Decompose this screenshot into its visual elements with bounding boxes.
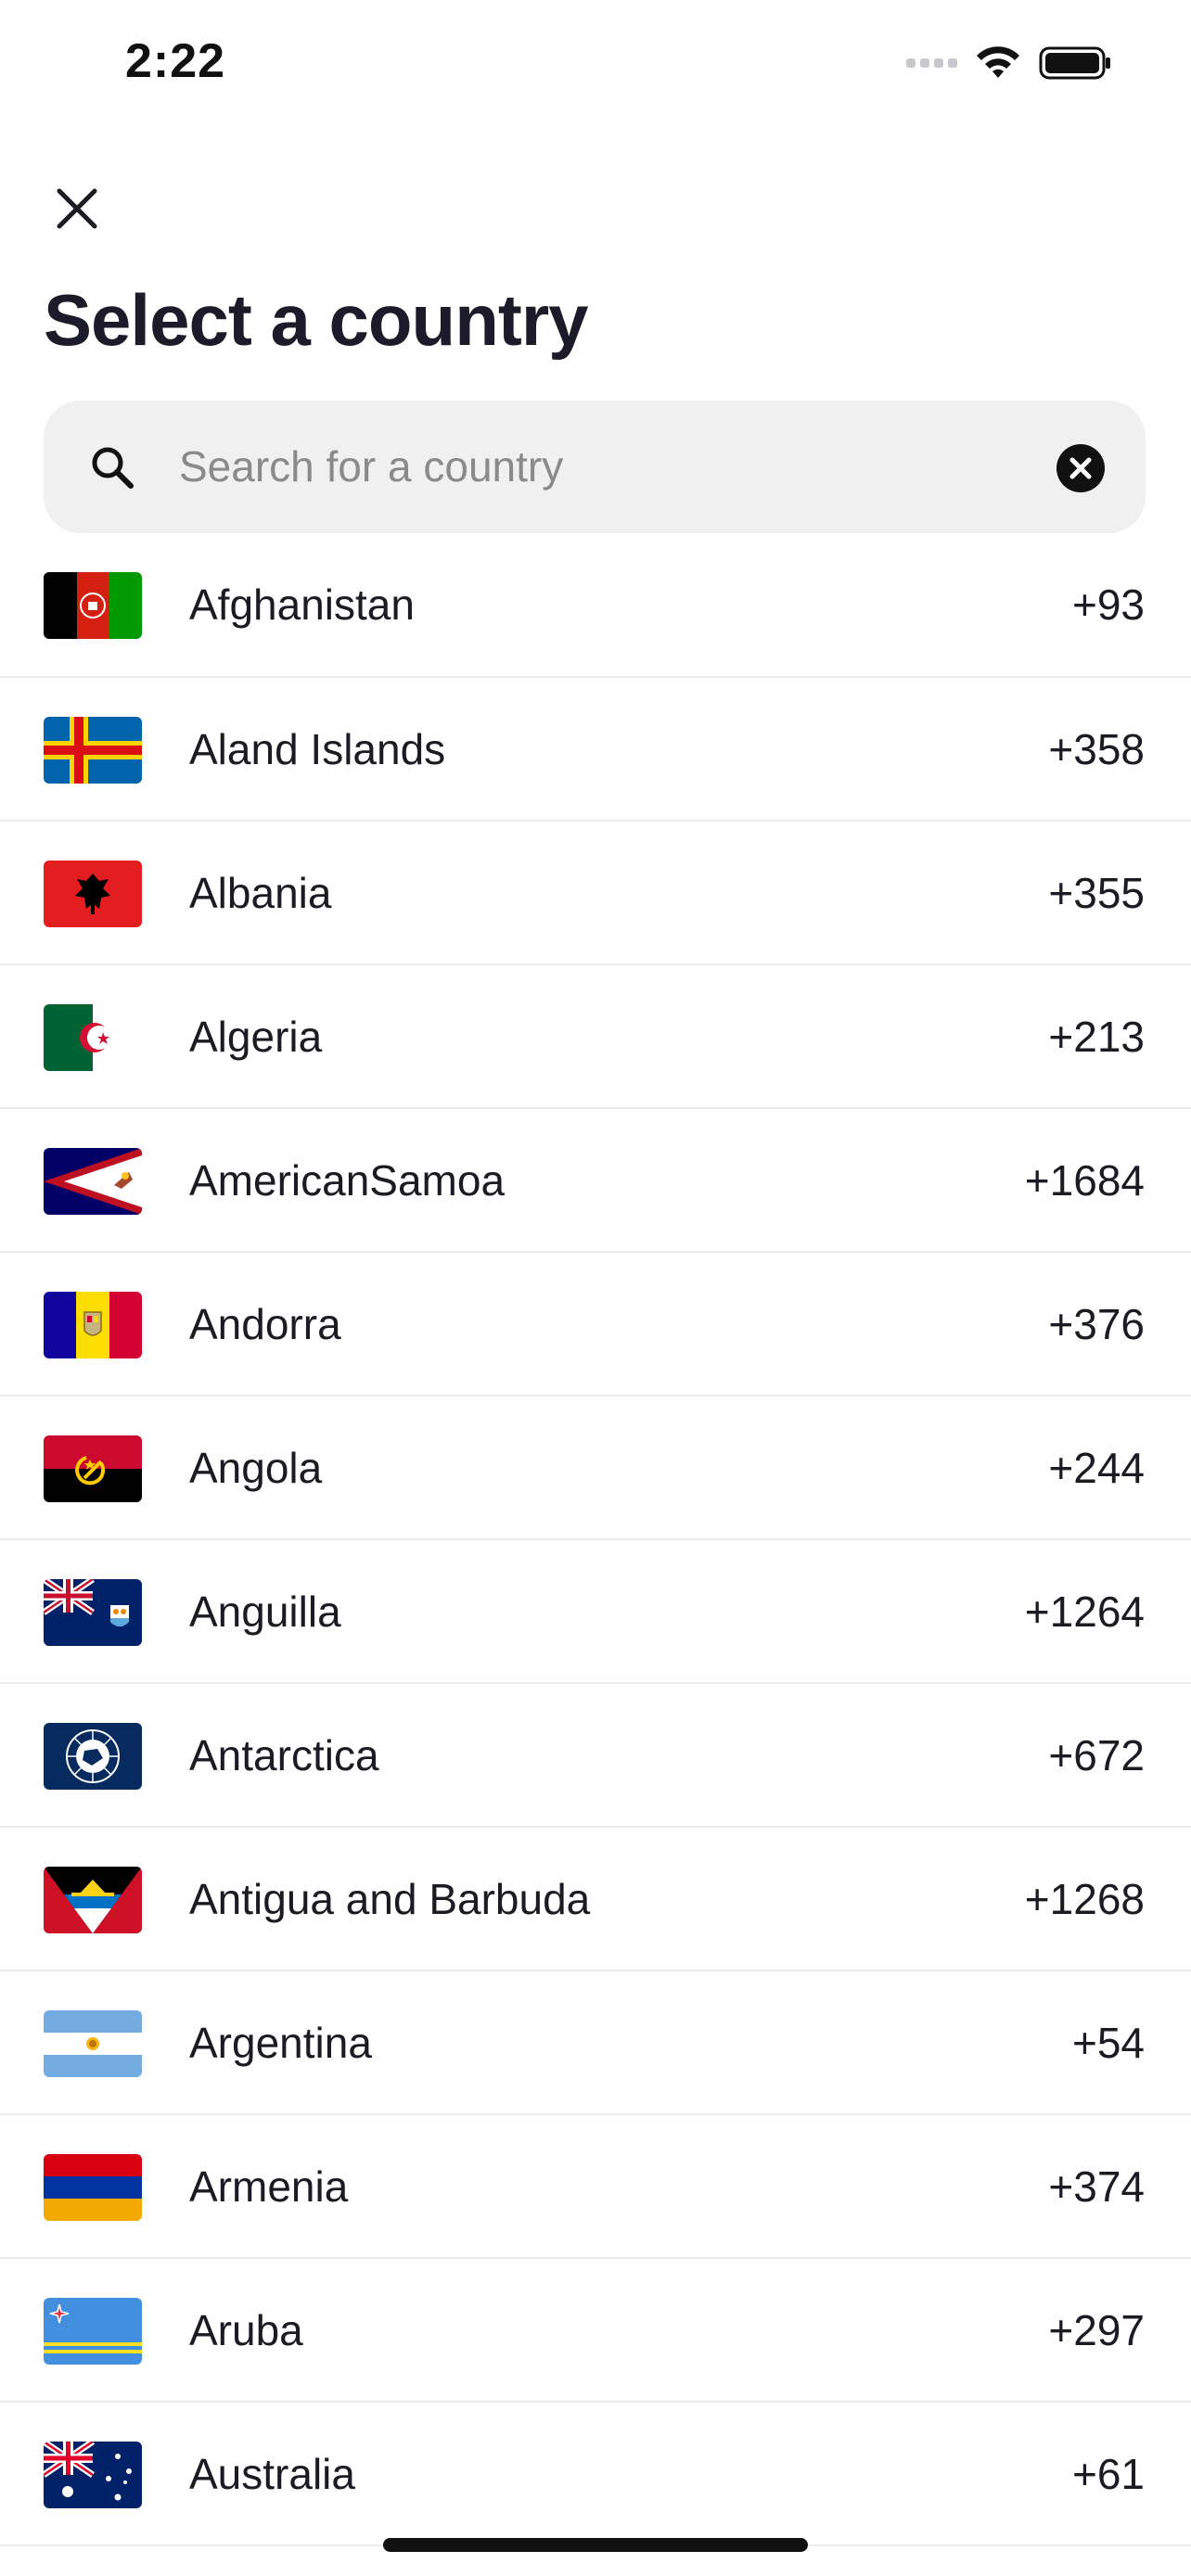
andorra-flag-icon: [44, 1292, 142, 1358]
country-row-argentina[interactable]: Argentina +54: [0, 1971, 1191, 2115]
country-row-aruba[interactable]: Aruba +297: [0, 2259, 1191, 2403]
armenia-flag-icon: [44, 2154, 142, 2221]
aland-islands-flag-icon: [44, 717, 142, 784]
search-icon: [92, 447, 134, 489]
page-title: Select a country: [44, 279, 589, 361]
dial-code: +374: [1048, 2162, 1145, 2211]
country-name: Anguilla: [189, 1588, 341, 1636]
country-row-anguilla[interactable]: Anguilla +1264: [0, 1540, 1191, 1684]
argentina-flag-icon: [44, 2010, 142, 2077]
country-row-antarctica[interactable]: Antarctica +672: [0, 1684, 1191, 1828]
close-button[interactable]: [46, 178, 108, 239]
country-name: Armenia: [189, 2162, 349, 2211]
country-row-aland-islands[interactable]: Aland Islands +358: [0, 678, 1191, 822]
search-box[interactable]: [44, 401, 1146, 533]
aruba-flag-icon: [44, 2298, 142, 2365]
antigua-and-barbuda-flag-icon: [44, 1867, 142, 1933]
american-samoa-flag-icon: [44, 1148, 142, 1215]
wifi-icon: [977, 46, 1019, 78]
country-name: Albania: [189, 869, 332, 917]
dial-code: +297: [1048, 2306, 1145, 2354]
country-name: Afghanistan: [189, 580, 415, 629]
home-indicator[interactable]: [383, 2538, 808, 2552]
signal-icon: [906, 58, 957, 68]
country-name: Algeria: [189, 1013, 323, 1061]
country-name: Australia: [189, 2450, 355, 2498]
status-icons: [906, 45, 1113, 82]
country-name: Antigua and Barbuda: [189, 1875, 591, 1923]
country-row-afghanistan[interactable]: Afghanistan +93: [0, 533, 1191, 678]
dial-code: +1268: [1024, 1875, 1145, 1923]
antarctica-flag-icon: [44, 1723, 142, 1790]
algeria-flag-icon: [44, 1004, 142, 1071]
status-time: 2:22: [125, 34, 226, 88]
dial-code: +54: [1071, 2019, 1145, 2067]
australia-flag-icon: [44, 2442, 142, 2508]
dial-code: +213: [1048, 1013, 1145, 1061]
country-list: Afghanistan +93 Aland Islands +358 Alban…: [0, 533, 1191, 2546]
dial-code: +376: [1048, 1300, 1145, 1348]
country-row-american-samoa[interactable]: AmericanSamoa +1684: [0, 1109, 1191, 1253]
country-row-algeria[interactable]: Algeria +213: [0, 965, 1191, 1109]
country-name: Angola: [189, 1444, 323, 1492]
country-name: AmericanSamoa: [189, 1156, 506, 1205]
country-name: Argentina: [189, 2019, 372, 2067]
anguilla-flag-icon: [44, 1579, 142, 1646]
dial-code: +1684: [1024, 1156, 1145, 1205]
dial-code: +672: [1048, 1731, 1145, 1779]
country-name: Andorra: [189, 1300, 341, 1348]
country-name: Aruba: [189, 2306, 303, 2354]
dial-code: +61: [1071, 2450, 1145, 2498]
country-row-australia[interactable]: Australia +61: [0, 2403, 1191, 2546]
albania-flag-icon: [44, 861, 142, 927]
battery-icon: [1039, 46, 1110, 80]
search-input[interactable]: [177, 428, 1053, 504]
country-row-albania[interactable]: Albania +355: [0, 822, 1191, 965]
angola-flag-icon: [44, 1435, 142, 1502]
clear-icon[interactable]: [1056, 443, 1106, 493]
afghanistan-flag-icon: [44, 572, 142, 639]
dial-code: +358: [1048, 725, 1145, 773]
close-icon: [57, 188, 97, 229]
country-name: Aland Islands: [189, 725, 446, 773]
country-row-antigua-and-barbuda[interactable]: Antigua and Barbuda +1268: [0, 1828, 1191, 1971]
dial-code: +93: [1071, 580, 1145, 629]
country-row-andorra[interactable]: Andorra +376: [0, 1253, 1191, 1396]
dial-code: +244: [1048, 1444, 1145, 1492]
country-row-armenia[interactable]: Armenia +374: [0, 2115, 1191, 2259]
country-row-angola[interactable]: Angola +244: [0, 1396, 1191, 1540]
dial-code: +1264: [1024, 1588, 1145, 1636]
status-bar: 2:22: [0, 0, 1191, 139]
dial-code: +355: [1048, 869, 1145, 917]
country-name: Antarctica: [189, 1731, 379, 1779]
